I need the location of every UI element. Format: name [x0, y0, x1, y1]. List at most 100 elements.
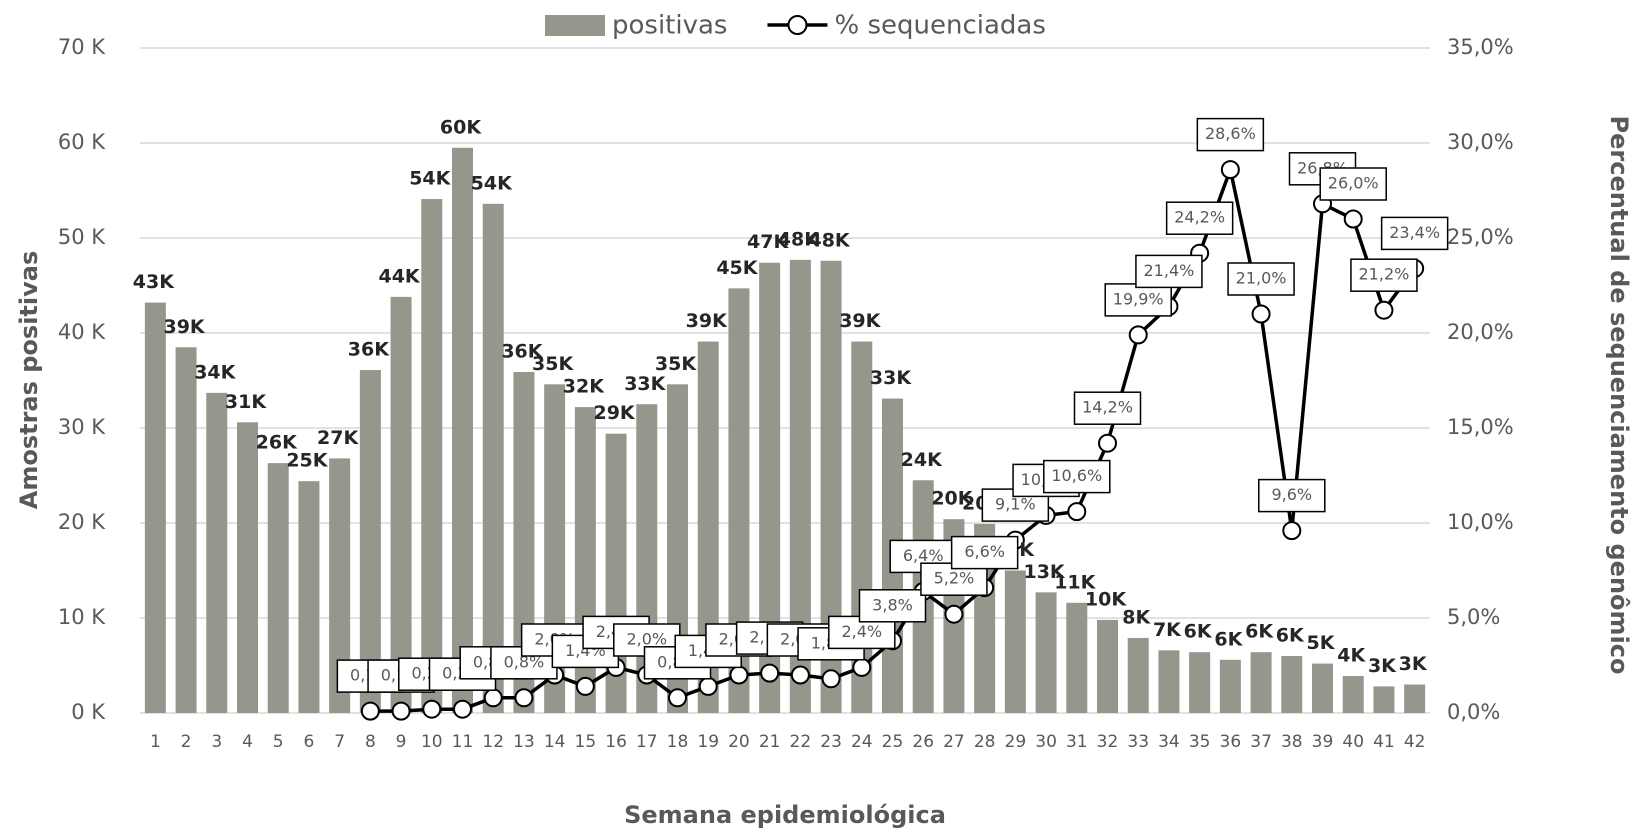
bar-value-label: 6K [1245, 621, 1274, 643]
bar-value-label: 45K [716, 257, 758, 279]
point-value-label: 5,2% [934, 569, 975, 588]
point-value-label: 2,4% [841, 622, 882, 641]
bar [175, 347, 197, 713]
x-tick-label: 28 [974, 732, 996, 752]
bar-value-label: 36K [501, 340, 543, 362]
y-tick-label: 30 K [58, 415, 106, 439]
y2-tick-label: 15,0% [1447, 415, 1514, 439]
bar-value-label: 6K [1276, 625, 1305, 647]
line-marker [514, 688, 534, 708]
x-tick-label: 16 [605, 732, 627, 752]
y-tick-label: 60 K [58, 130, 106, 154]
line-marker [790, 665, 810, 685]
legend-label: % sequenciadas [834, 11, 1045, 41]
x-tick-label: 41 [1373, 732, 1395, 752]
bar-value-label: 35K [532, 353, 574, 375]
bar-value-label: 29K [593, 402, 635, 424]
bar-value-label: 35K [655, 353, 697, 375]
x-tick-label: 29 [1005, 732, 1027, 752]
x-tick-label: 21 [759, 732, 781, 752]
bar-value-label: 13K [1023, 561, 1065, 583]
bar [1004, 570, 1026, 713]
point-label-box [1258, 478, 1326, 513]
x-tick-label: 36 [1220, 732, 1242, 752]
line-marker [422, 699, 442, 719]
line-marker [698, 676, 718, 696]
bar-value-label: 26K [256, 432, 298, 454]
x-tick-label: 19 [697, 732, 719, 752]
bar-value-label: 39K [839, 310, 881, 332]
point-label-box [1380, 216, 1449, 251]
x-tick-label: 14 [544, 732, 566, 752]
x-tick-label: 15 [575, 732, 597, 752]
bar-value-label: 4K [1337, 644, 1366, 666]
x-tick-label: 34 [1158, 732, 1180, 752]
point-label-box [1104, 283, 1172, 317]
x-tick-label: 33 [1127, 732, 1149, 752]
x-tick-label: 20 [728, 732, 750, 752]
bar-value-label: 39K [163, 316, 205, 338]
point-label-box [858, 589, 927, 623]
bar-value-label: 43K [133, 271, 175, 293]
bar-value-label: 54K [409, 168, 451, 190]
bar-value-label: 39K [686, 310, 728, 332]
y-tick-label: 20 K [58, 510, 106, 534]
line-marker [483, 688, 503, 708]
bar [421, 199, 443, 714]
legend-swatch [545, 15, 605, 36]
point-label-box [1135, 254, 1203, 289]
bar [452, 147, 473, 713]
bar-value-label: 44K [378, 265, 420, 287]
x-tick-label: 23 [820, 732, 842, 752]
bar-value-label: 5K [1307, 632, 1336, 654]
x-tick-label: 26 [912, 732, 934, 752]
bar [206, 392, 228, 713]
y-tick-label: 70 K [58, 35, 106, 59]
x-tick-label: 6 [304, 732, 315, 752]
y-tick-label: 40 K [58, 320, 106, 344]
x-tick-label: 4 [242, 732, 253, 752]
bar-value-label: 54K [471, 172, 513, 194]
bar [1127, 637, 1149, 713]
bar [1219, 659, 1241, 713]
bar-value-label: 27K [317, 427, 359, 449]
line-marker [1374, 300, 1394, 320]
bar [359, 370, 381, 713]
point-value-label: 6,4% [903, 546, 944, 565]
y-tick-label: 10 K [58, 605, 106, 629]
y2-tick-label: 25,0% [1447, 225, 1514, 249]
line-marker [852, 657, 872, 677]
x-tick-label: 13 [513, 732, 535, 752]
bar [144, 302, 166, 713]
x-tick-label: 18 [667, 732, 689, 752]
point-value-label: 3,8% [872, 595, 913, 614]
line-marker [453, 699, 472, 719]
point-value-label: 21,0% [1236, 269, 1287, 288]
bar-value-label: 32K [563, 376, 605, 398]
x-axis-title: Semana epidemiológica [624, 801, 946, 829]
point-value-label: 6,6% [964, 542, 1005, 561]
x-tick-label: 11 [452, 732, 474, 752]
line-marker [1282, 521, 1302, 541]
point-label-box [1043, 459, 1111, 494]
x-tick-label: 22 [790, 732, 812, 752]
x-tick-label: 17 [636, 732, 658, 752]
legend-marker [787, 15, 808, 35]
x-tick-label: 9 [396, 732, 407, 752]
bar-value-label: 33K [870, 367, 912, 389]
x-tick-label: 27 [943, 732, 965, 752]
bar [298, 481, 320, 713]
x-tick-label: 24 [851, 732, 873, 752]
y2-tick-label: 35,0% [1447, 35, 1514, 59]
point-value-label: 14,2% [1082, 398, 1133, 417]
x-tick-label: 39 [1312, 732, 1334, 752]
y-tick-label: 50 K [58, 225, 106, 249]
line-marker [1251, 304, 1271, 324]
x-tick-label: 40 [1342, 732, 1364, 752]
bar-value-label: 7K [1153, 619, 1182, 641]
bar [1097, 619, 1118, 713]
y2-tick-label: 20,0% [1447, 320, 1514, 344]
point-label-box [1350, 258, 1418, 292]
bar-value-label: 48K [778, 228, 820, 250]
